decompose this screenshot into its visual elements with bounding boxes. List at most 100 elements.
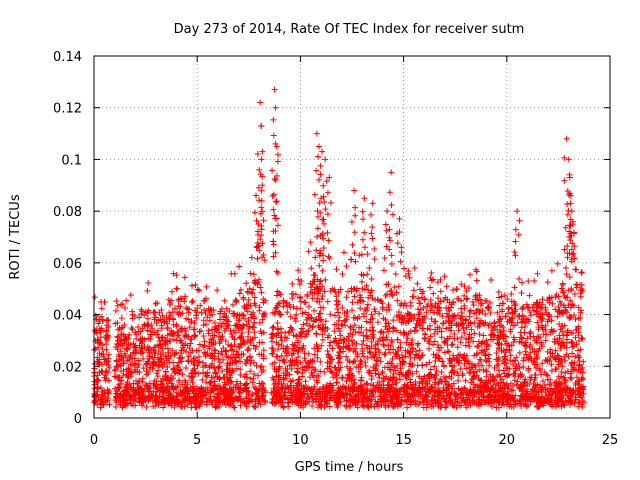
- data-point: [132, 392, 139, 399]
- data-point: [179, 325, 186, 332]
- data-point: [544, 318, 551, 325]
- data-point: [206, 364, 213, 371]
- data-point: [128, 325, 135, 332]
- data-point: [221, 327, 228, 334]
- data-point: [103, 360, 110, 367]
- data-point: [171, 398, 178, 405]
- data-point: [209, 401, 216, 408]
- data-point: [118, 301, 125, 308]
- data-point: [443, 374, 450, 381]
- data-point: [146, 391, 153, 398]
- data-point: [243, 395, 250, 402]
- data-point: [213, 325, 220, 332]
- data-point: [167, 352, 174, 359]
- data-point: [201, 338, 208, 345]
- data-point: [392, 367, 399, 374]
- data-point: [171, 368, 178, 375]
- data-point: [223, 348, 230, 355]
- data-point: [127, 291, 134, 298]
- data-point: [161, 398, 168, 405]
- data-point: [413, 320, 420, 327]
- data-point: [443, 325, 450, 332]
- data-point: [236, 316, 243, 323]
- data-point: [126, 356, 133, 363]
- data-point: [94, 372, 101, 379]
- data-point: [462, 342, 469, 349]
- data-point: [202, 379, 209, 386]
- data-point: [99, 389, 106, 396]
- data-point: [237, 402, 244, 409]
- data-point: [182, 293, 189, 300]
- data-point: [159, 312, 166, 319]
- data-point: [148, 331, 155, 338]
- data-point: [165, 296, 172, 303]
- data-point: [191, 398, 198, 405]
- data-point: [245, 296, 252, 303]
- data-point: [216, 397, 223, 404]
- data-point: [220, 320, 227, 327]
- data-point: [192, 357, 199, 364]
- data-point: [200, 364, 207, 371]
- data-point: [411, 264, 418, 271]
- data-point: [113, 298, 120, 305]
- data-point: [250, 375, 257, 382]
- data-point: [236, 290, 243, 297]
- data-point: [231, 342, 238, 349]
- data-point: [197, 327, 204, 334]
- data-point: [575, 332, 582, 339]
- data-point: [236, 334, 243, 341]
- data-point: [419, 325, 426, 332]
- data-point: [226, 377, 233, 384]
- data-point: [243, 301, 250, 308]
- data-point: [243, 403, 250, 410]
- data-point: [96, 359, 103, 366]
- data-point: [401, 300, 408, 307]
- data-point: [101, 298, 108, 305]
- data-point: [184, 401, 191, 408]
- data-point: [246, 285, 253, 292]
- data-point: [548, 361, 555, 368]
- data-point: [203, 283, 210, 290]
- data-points: [91, 86, 587, 411]
- data-point: [212, 347, 219, 354]
- data-point: [539, 360, 546, 367]
- data-point: [215, 355, 222, 362]
- data-point: [247, 302, 254, 309]
- data-point: [201, 306, 208, 313]
- data-point: [216, 359, 223, 366]
- data-point: [152, 314, 159, 321]
- data-point: [431, 338, 438, 345]
- data-point: [194, 305, 201, 312]
- data-point: [140, 365, 147, 372]
- data-point: [200, 332, 207, 339]
- data-point: [163, 368, 170, 375]
- data-point: [259, 385, 266, 392]
- data-point: [192, 404, 199, 411]
- data-point: [468, 326, 475, 333]
- data-point: [97, 395, 104, 402]
- data-point: [98, 351, 105, 358]
- data-point: [174, 362, 181, 369]
- data-point: [102, 372, 109, 379]
- data-point: [245, 325, 252, 332]
- data-point: [218, 336, 225, 343]
- data-point: [192, 282, 199, 289]
- data-point: [182, 394, 189, 401]
- data-point: [296, 281, 303, 288]
- data-point: [181, 274, 188, 281]
- data-point: [183, 385, 190, 392]
- data-point: [243, 280, 250, 287]
- data-point: [240, 322, 247, 329]
- data-point: [98, 368, 105, 375]
- data-point: [200, 322, 207, 329]
- data-point: [195, 395, 202, 402]
- y-tick-label: 0: [74, 412, 82, 427]
- data-point: [259, 395, 266, 402]
- data-point: [233, 378, 240, 385]
- data-point: [145, 280, 152, 287]
- data-point: [147, 328, 154, 335]
- data-point: [247, 375, 254, 382]
- data-point: [207, 393, 214, 400]
- data-point: [177, 355, 184, 362]
- data-point: [98, 313, 105, 320]
